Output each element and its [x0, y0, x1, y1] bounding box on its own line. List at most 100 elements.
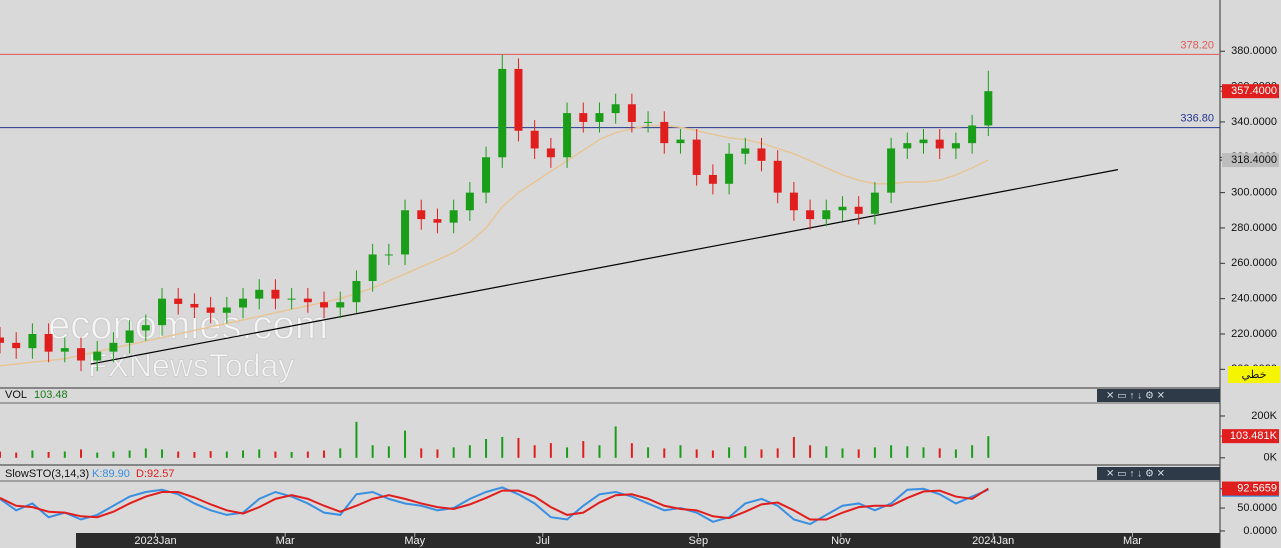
watermark: economies.com — [48, 304, 328, 348]
candle-body — [530, 130, 539, 149]
y-tick-label: 260.0000 — [1231, 257, 1277, 269]
volume-bar — [355, 421, 358, 458]
stoch-last-label: 92.5659 — [1237, 482, 1277, 494]
volume-bar — [663, 448, 666, 458]
candle-body — [336, 302, 345, 308]
volume-bar — [566, 447, 569, 458]
candle-body — [60, 348, 69, 352]
volume-bar — [339, 448, 342, 458]
candle-body — [854, 206, 863, 214]
candle-body — [255, 289, 264, 299]
volume-last-label-box — [1222, 429, 1279, 444]
volume-bar — [323, 450, 326, 458]
volume-bar — [274, 451, 277, 458]
volume-bar — [938, 448, 941, 458]
x-tick-label: Jul — [536, 535, 550, 547]
candle-body — [773, 160, 782, 193]
candle-body — [368, 254, 377, 281]
candle-body — [595, 113, 604, 122]
volume-bar — [841, 448, 844, 458]
candle-body — [951, 143, 960, 149]
level-label: 336.80 — [1180, 112, 1214, 124]
candle-body — [660, 121, 669, 144]
candle-body — [822, 210, 831, 220]
candle-body — [546, 148, 555, 158]
candle-body — [741, 148, 750, 154]
volume-bar — [63, 451, 66, 458]
candle-body — [514, 68, 523, 131]
y-tick-label: 280.0000 — [1231, 222, 1277, 234]
volume-last-label: 103.481K — [1230, 430, 1278, 442]
toolbar-icons[interactable]: ✕ ▭ ↑ ↓ ⚙ ✕ — [1106, 469, 1165, 480]
candle-body — [676, 139, 685, 144]
volume-bar — [954, 449, 957, 458]
last-price-label: 357.4000 — [1231, 85, 1277, 97]
time-axis-bar — [76, 533, 1220, 548]
candle-body — [968, 125, 977, 144]
candle-body — [158, 298, 167, 326]
candle-body — [449, 210, 458, 223]
x-tick-label: 2023Jan — [134, 535, 176, 547]
y-tick-label: 50.0000 — [1237, 502, 1277, 514]
volume-bar — [598, 445, 601, 458]
trend-line — [90, 169, 1119, 365]
volume-bar — [695, 449, 698, 458]
x-tick-label: 2024Jan — [972, 535, 1014, 547]
candle-body — [789, 192, 798, 211]
y-tick-label: 380.0000 — [1231, 45, 1277, 57]
candle-body — [141, 325, 150, 331]
candle-body — [919, 139, 928, 144]
volume-bar — [0, 451, 1, 458]
volume-bar — [177, 451, 180, 458]
volume-bar — [468, 445, 471, 458]
toolbar-icons[interactable]: ✕ ▭ ↑ ↓ ⚙ ✕ — [1106, 391, 1165, 402]
volume-bar — [517, 437, 520, 458]
volume-bar — [501, 436, 504, 458]
volume-bar — [128, 450, 131, 458]
volume-bar — [31, 450, 34, 458]
volume-bar — [971, 445, 974, 458]
candle-body — [77, 348, 86, 361]
y-tick-label: 300.0000 — [1231, 187, 1277, 199]
volume-bar — [760, 449, 763, 458]
ma-last-label: 318.4000 — [1231, 154, 1277, 166]
level-label: 378.20 — [1180, 39, 1214, 51]
candle-body — [838, 206, 847, 211]
candle-body — [498, 68, 507, 158]
candle-body — [417, 210, 426, 220]
candle-body — [401, 210, 410, 255]
candle-body — [271, 289, 280, 299]
y-tick-label: 240.0000 — [1231, 293, 1277, 305]
candle-body — [12, 342, 21, 349]
candle-body — [903, 143, 912, 149]
volume-bar — [582, 441, 585, 458]
volume-bar — [404, 430, 407, 458]
stoch-line — [0, 486, 989, 526]
volume-bar — [825, 446, 828, 458]
y-tick-label: 0K — [1264, 452, 1278, 464]
candle-body — [935, 139, 944, 149]
candle-body — [190, 303, 199, 308]
volume-bar — [47, 451, 50, 458]
volume-bar — [533, 445, 536, 458]
volume-bar — [193, 451, 196, 458]
candle-body — [465, 192, 474, 211]
candle-body — [44, 333, 53, 352]
volume-bar — [776, 448, 779, 458]
volume-bar — [452, 447, 455, 458]
candle-body — [28, 333, 37, 349]
candle-body — [563, 113, 572, 158]
volume-bar — [96, 452, 99, 458]
candle-body — [806, 210, 815, 220]
x-tick-label: Mar — [1123, 535, 1142, 547]
volume-bar — [485, 438, 488, 458]
ma-last-label-box — [1222, 153, 1279, 168]
volume-bar — [258, 449, 261, 458]
volume-bar — [161, 449, 164, 458]
x-tick-label: Mar — [276, 535, 295, 547]
watermark: FXNewsToday — [88, 347, 294, 383]
volume-bar — [728, 447, 731, 458]
candle-body — [725, 153, 734, 184]
volume-bar — [906, 446, 909, 458]
